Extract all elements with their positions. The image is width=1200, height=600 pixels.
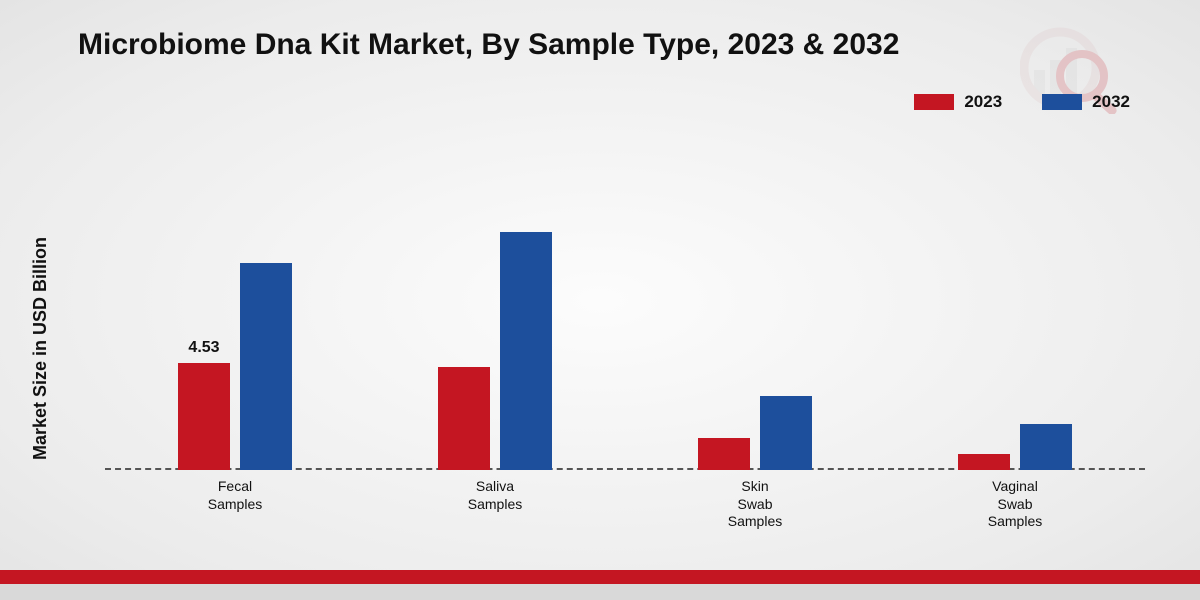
legend-item-2023: 2023	[914, 92, 1002, 112]
footer-bar-red	[0, 570, 1200, 584]
bar-group	[438, 232, 552, 470]
bar-group	[958, 424, 1072, 470]
bar-2032	[240, 263, 292, 470]
bar-2023	[698, 438, 750, 470]
bar-value-label: 4.53	[188, 339, 219, 357]
bar-2023	[438, 367, 490, 470]
chart-title: Microbiome Dna Kit Market, By Sample Typ…	[78, 28, 899, 62]
x-axis-labels: Fecal Samples Saliva Samples Skin Swab Sam…	[105, 478, 1145, 538]
bar-group	[178, 263, 292, 470]
y-axis-label: Market Size in USD Billion	[30, 237, 51, 460]
bar-2032	[500, 232, 552, 470]
x-tick-label: Vaginal Swab Samples	[988, 478, 1042, 531]
legend-label-2023: 2023	[964, 92, 1002, 112]
bar-2023	[958, 454, 1010, 471]
x-tick-label: Skin Swab Samples	[728, 478, 782, 531]
legend-swatch-2032	[1042, 94, 1082, 110]
bar-2032	[760, 396, 812, 470]
x-tick-label: Fecal Samples	[208, 478, 262, 513]
legend-label-2032: 2032	[1092, 92, 1130, 112]
legend-swatch-2023	[914, 94, 954, 110]
chart-canvas: Microbiome Dna Kit Market, By Sample Typ…	[0, 0, 1200, 600]
plot-area: 4.53	[105, 140, 1145, 470]
legend-item-2032: 2032	[1042, 92, 1130, 112]
footer-bar-gray	[0, 584, 1200, 600]
legend: 2023 2032	[914, 92, 1130, 112]
bar-2023	[178, 363, 230, 470]
bar-group	[698, 396, 812, 470]
bar-2032	[1020, 424, 1072, 470]
x-tick-label: Saliva Samples	[468, 478, 522, 513]
